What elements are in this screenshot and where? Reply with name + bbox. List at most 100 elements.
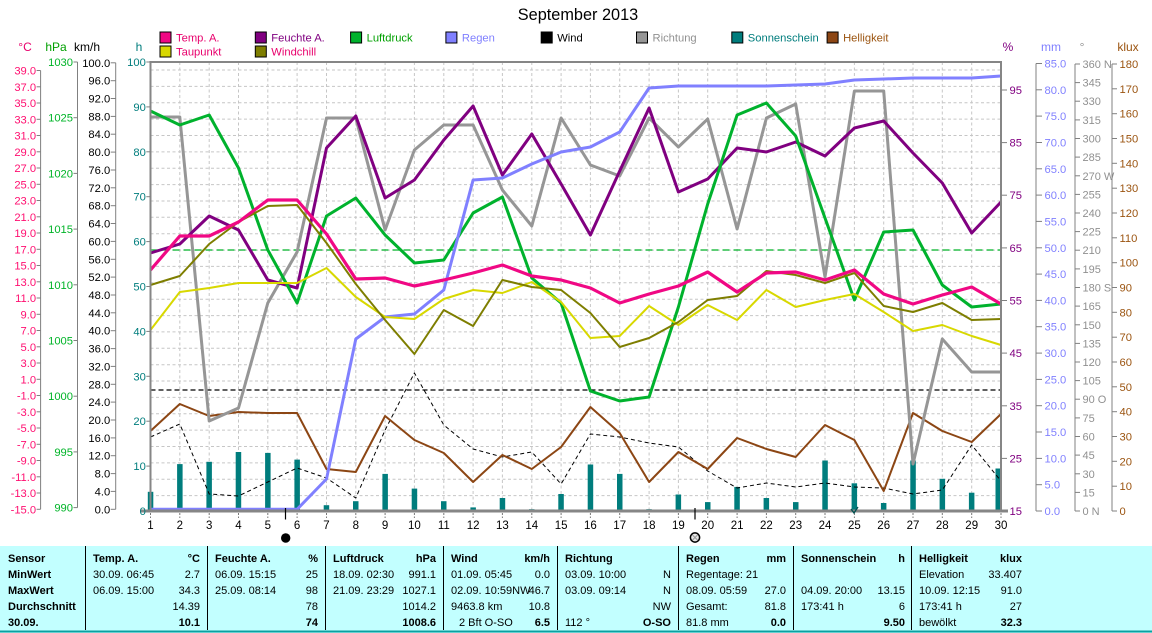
svg-text:2 Bft O-SO: 2 Bft O-SO [459,617,513,629]
svg-text:80: 80 [133,147,145,159]
svg-text:64.0: 64.0 [88,219,110,231]
svg-text:35.0: 35.0 [1045,322,1067,334]
svg-text:100: 100 [1120,258,1139,270]
svg-text:Temp. A.: Temp. A. [176,33,220,45]
svg-text:35: 35 [1010,401,1022,413]
svg-text:O-SO: O-SO [643,617,672,629]
svg-text:08.09. 05:59: 08.09. 05:59 [686,585,747,597]
svg-text:40.0: 40.0 [88,326,110,338]
svg-text:20: 20 [1120,456,1132,468]
svg-text:15: 15 [1010,506,1022,518]
svg-text:mm: mm [1041,40,1061,54]
svg-text:100.0: 100.0 [82,58,110,70]
svg-text:23: 23 [789,520,802,532]
svg-text:Sonnenschein: Sonnenschein [748,33,819,45]
svg-text:11.0: 11.0 [15,293,36,305]
svg-text:35.0: 35.0 [14,98,36,110]
svg-text:%: % [308,553,318,565]
svg-text:6.5: 6.5 [535,617,550,629]
svg-text:km/h: km/h [74,40,100,54]
svg-text:13: 13 [496,520,509,532]
svg-text:06.09. 15:15: 06.09. 15:15 [215,569,276,581]
svg-text:92.0: 92.0 [88,94,110,106]
svg-text:210: 210 [1083,245,1101,257]
svg-text:44.0: 44.0 [88,308,110,320]
svg-text:270 W: 270 W [1083,171,1115,183]
svg-text:°C: °C [18,40,32,54]
svg-text:70: 70 [1120,332,1132,344]
svg-text:10.1: 10.1 [179,617,200,629]
svg-text:16: 16 [584,520,597,532]
svg-text:-9.0: -9.0 [17,456,36,468]
svg-text:36.0: 36.0 [88,344,110,356]
svg-text:N: N [663,569,671,581]
svg-text:3: 3 [206,520,212,532]
svg-text:06.09. 15:00: 06.09. 15:00 [93,585,154,597]
svg-text:170: 170 [1120,84,1139,96]
svg-text:19: 19 [672,520,685,532]
svg-text:26: 26 [877,520,890,532]
svg-text:135: 135 [1083,338,1101,350]
svg-text:21.0: 21.0 [14,212,36,224]
svg-text:Helligkeit: Helligkeit [843,33,889,45]
svg-text:13.0: 13.0 [14,277,36,289]
svg-text:95: 95 [1010,85,1022,97]
svg-text:110: 110 [1120,233,1138,245]
svg-text:56.0: 56.0 [88,254,110,266]
svg-text:37.0: 37.0 [14,82,36,94]
svg-text:29: 29 [965,520,978,532]
svg-text:81.8: 81.8 [765,601,786,613]
svg-text:MaxWert: MaxWert [8,585,54,597]
svg-text:Wind: Wind [451,553,478,565]
svg-text:30: 30 [133,371,145,383]
svg-text:-13.0: -13.0 [11,488,37,500]
svg-text:40.0: 40.0 [1045,295,1067,307]
svg-text:7.0: 7.0 [21,326,37,338]
svg-text:180 S: 180 S [1083,283,1112,295]
svg-text:bewölkt: bewölkt [919,617,956,629]
svg-text:Luftdruck: Luftdruck [333,553,385,565]
svg-text:78: 78 [306,601,318,613]
svg-text:20.0: 20.0 [1045,401,1067,413]
svg-text:98: 98 [306,585,318,597]
svg-text:330: 330 [1083,96,1101,108]
svg-text:45.0: 45.0 [1045,269,1067,281]
svg-text:1025: 1025 [48,113,73,125]
svg-text:45: 45 [1083,450,1095,462]
svg-text:25.0: 25.0 [14,179,36,191]
svg-text:15: 15 [1083,487,1095,499]
svg-text:MinWert: MinWert [8,569,52,581]
svg-text:10.0: 10.0 [1045,453,1067,465]
svg-text:180: 180 [1120,59,1139,71]
svg-text:14.39: 14.39 [172,601,200,613]
svg-text:300: 300 [1083,134,1101,146]
svg-text:N: N [663,585,671,597]
svg-text:28.0: 28.0 [88,379,110,391]
svg-text:25: 25 [848,520,861,532]
svg-text:8: 8 [353,520,359,532]
svg-text:45: 45 [1010,348,1022,360]
svg-text:12: 12 [467,520,480,532]
svg-text:mm: mm [766,553,786,565]
svg-text:4: 4 [235,520,242,532]
svg-text:7: 7 [323,520,329,532]
svg-text:Taupunkt: Taupunkt [176,47,222,59]
svg-text:150: 150 [1120,134,1139,146]
svg-text:03.09. 09:14: 03.09. 09:14 [565,585,626,597]
svg-text:-11.0: -11.0 [11,472,36,484]
svg-text:173:41 h: 173:41 h [801,601,844,613]
svg-text:173:41 h: 173:41 h [919,601,962,613]
svg-text:h: h [898,553,905,565]
svg-text:Helligkeit: Helligkeit [919,553,968,565]
svg-text:345: 345 [1083,78,1101,90]
svg-text:160: 160 [1120,109,1139,121]
svg-text:0.0: 0.0 [95,504,111,516]
svg-text:h: h [136,40,143,54]
svg-text:20.0: 20.0 [88,415,110,427]
svg-text:991.1: 991.1 [408,569,436,581]
svg-text:4.0: 4.0 [95,486,111,498]
svg-text:0.0: 0.0 [535,569,550,581]
svg-text:65: 65 [1010,243,1022,255]
svg-text:225: 225 [1083,227,1101,239]
svg-text:Regen: Regen [686,553,720,565]
